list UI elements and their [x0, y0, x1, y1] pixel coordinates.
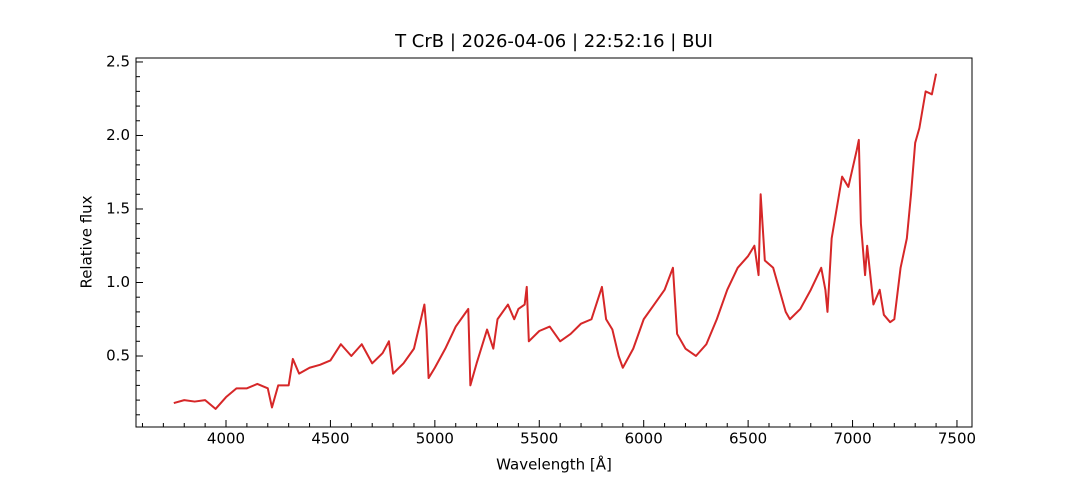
x-tick-label: 7500 — [938, 430, 976, 448]
x-tick-label: 4500 — [311, 430, 349, 448]
spectrum-line — [173, 73, 938, 410]
x-tick-label: 4000 — [207, 430, 245, 448]
y-tick-label: 2.0 — [106, 126, 130, 144]
chart-title: T CrB | 2026-04-06 | 22:52:16 | BUI — [394, 31, 713, 52]
x-tick-label: 5000 — [416, 430, 454, 448]
x-tick-label: 6500 — [729, 430, 767, 448]
y-axis-label: Relative flux — [78, 195, 96, 288]
x-axis-label: Wavelength [Å] — [496, 455, 612, 474]
x-tick-label: 6000 — [625, 430, 663, 448]
y-tick-label: 0.5 — [106, 346, 130, 364]
y-tick-label: 1.5 — [106, 199, 130, 217]
y-tick-label: 2.5 — [106, 52, 130, 70]
y-tick-label: 1.0 — [106, 273, 130, 291]
x-tick-label: 7000 — [833, 430, 871, 448]
x-tick-label: 5500 — [520, 430, 558, 448]
plot-frame — [135, 57, 973, 428]
